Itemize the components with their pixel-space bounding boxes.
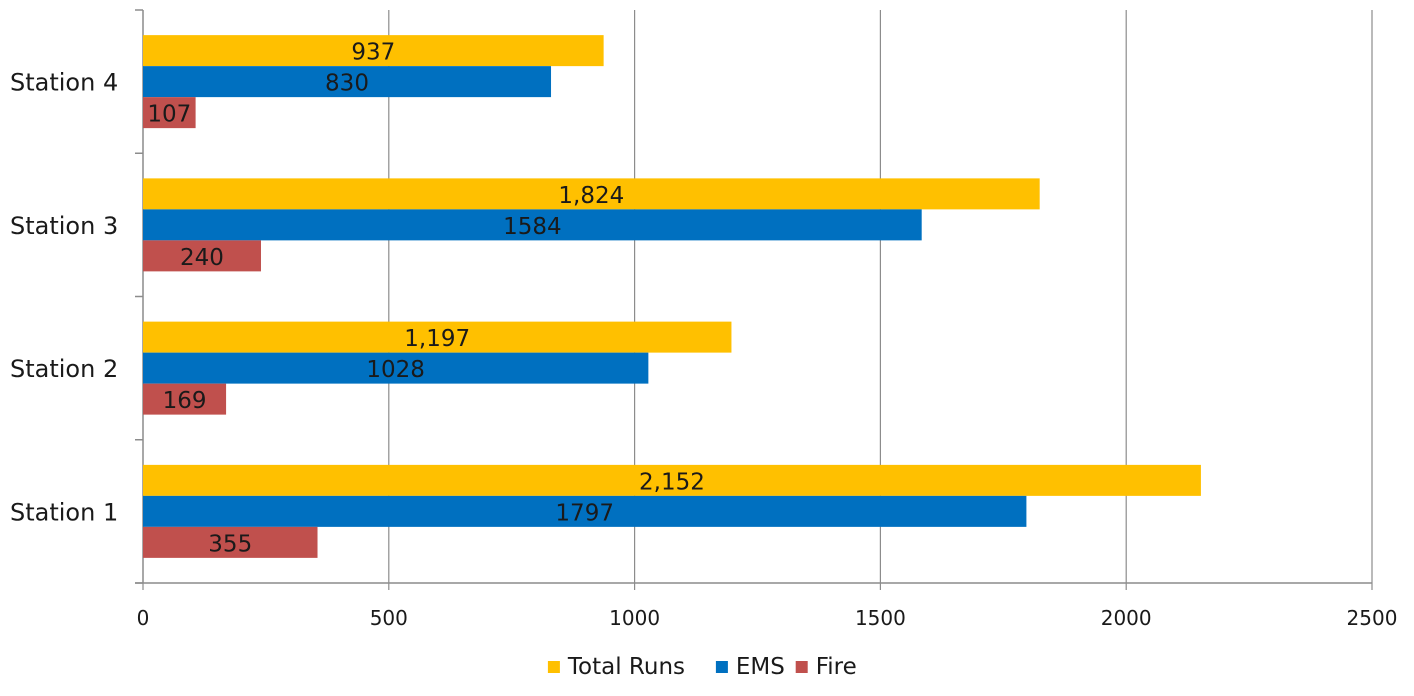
data-label-fire: 240 [180,245,224,271]
category-label: Station 4 [10,69,118,97]
bar-ems [143,495,1027,527]
bar-total-runs [143,321,732,353]
legend-swatch-ems [715,661,728,673]
bars [143,35,1201,558]
legend: Total Runs EMS Fire [547,654,857,680]
bar-fire [143,526,318,558]
bar-ems [143,352,649,384]
data-label-total-runs: 1,197 [404,326,470,352]
x-tick-label: 2500 [1347,606,1398,630]
bar-fire [143,97,196,129]
data-label-ems: 1584 [503,214,562,240]
legend-swatch-fire [795,661,808,673]
bar-total-runs [143,464,1201,496]
axes: 0 500 1000 1500 2000 2500 Station 1 Station 2 St… [10,9,1398,630]
data-label-total-runs: 1,824 [558,183,624,209]
x-tick-label: 2000 [1101,606,1152,630]
category-label: Station 1 [10,498,118,526]
legend-label-fire: Fire [816,654,857,680]
bar-fire [143,383,227,415]
data-label-ems: 830 [325,71,369,97]
data-label-total-runs: 937 [351,40,395,66]
x-tick-label: 0 [137,606,150,630]
category-label: Station 2 [10,355,118,383]
data-label-ems: 1797 [555,500,614,526]
x-tick-label: 500 [370,606,408,630]
data-label-fire: 355 [208,531,252,557]
legend-label-total-runs: Total Runs [567,654,685,680]
bar-fire [143,240,261,272]
category-label: Station 3 [10,212,118,240]
bar-total-runs [143,178,1040,210]
data-labels: 2,152 1797 355 1,197 1028 169 1,824 1584 240 937 8… [147,40,705,558]
x-tick-label: 1500 [855,606,906,630]
legend-swatch-total-runs [547,661,560,673]
data-label-fire: 169 [163,388,207,414]
data-label-fire: 107 [147,102,191,128]
bar-total-runs [143,35,604,67]
bar-ems [143,209,922,241]
data-label-total-runs: 2,152 [639,469,705,495]
bar-ems [143,66,552,98]
x-tick-label: 1000 [609,606,660,630]
legend-label-ems: EMS [736,654,785,680]
data-label-ems: 1028 [366,357,425,383]
